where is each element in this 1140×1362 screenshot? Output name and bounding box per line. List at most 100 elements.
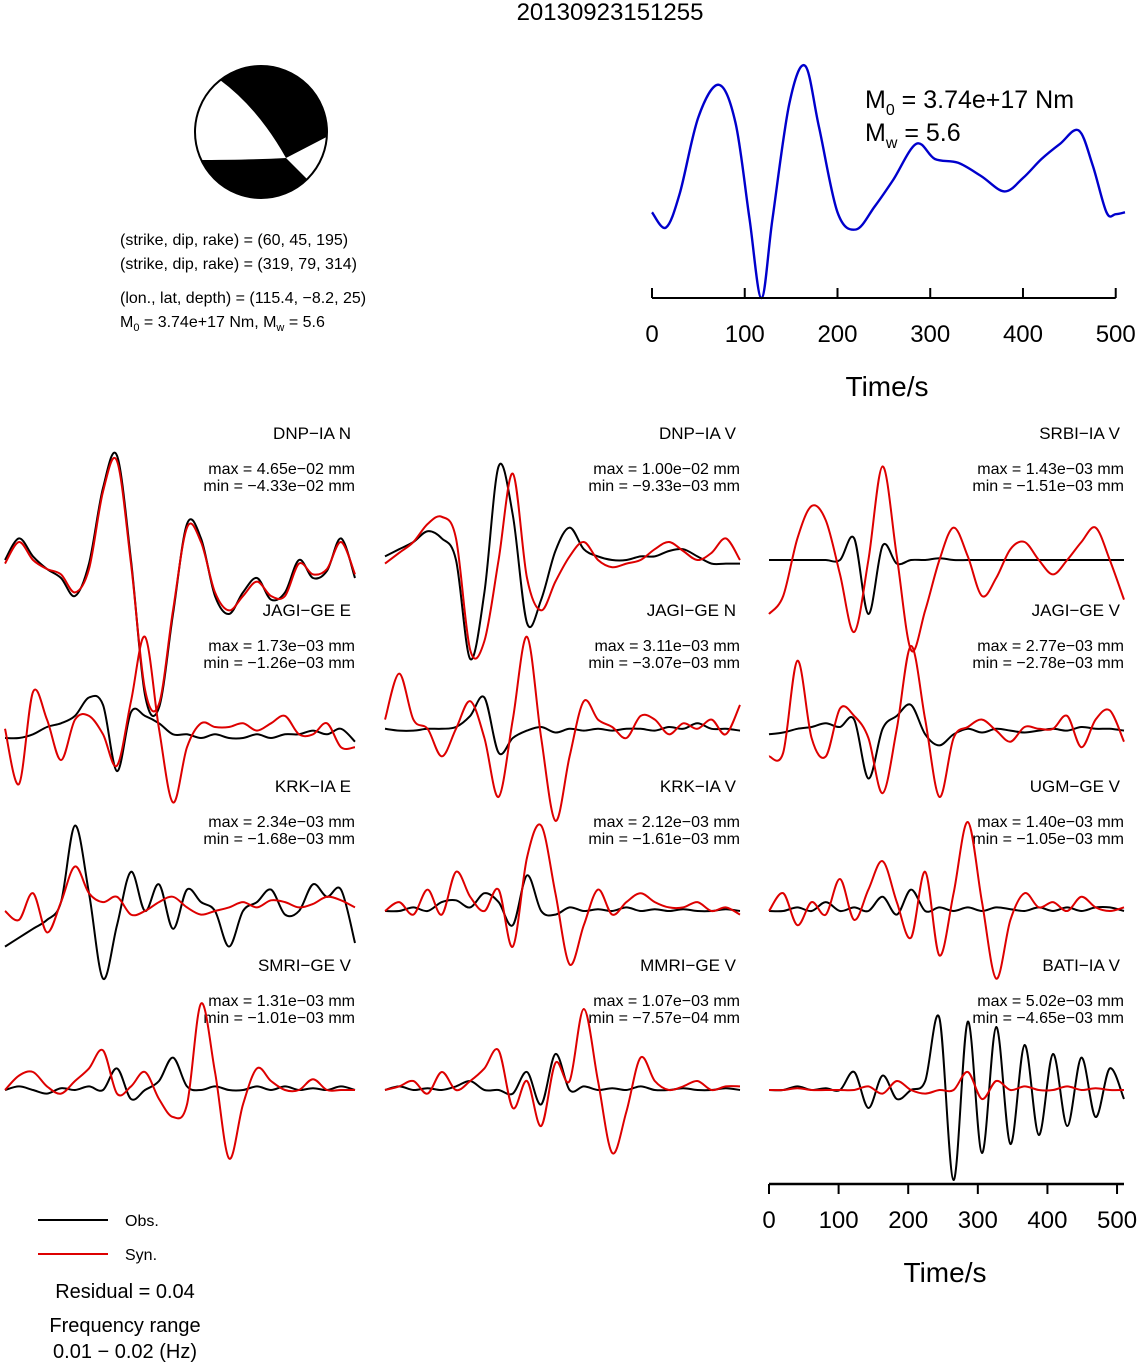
stf-x-axis-label: Time/s [846, 371, 929, 402]
min-amplitude: min = −1.05e−03 mm [972, 831, 1124, 848]
stf-tick-label: 500 [1096, 321, 1136, 348]
min-amplitude: min = −1.26e−03 mm [203, 655, 355, 672]
waveform-tick-label: 400 [1027, 1207, 1067, 1234]
synthetic-trace [384, 1007, 741, 1155]
synthetic-trace [4, 865, 356, 934]
synthetic-trace [384, 635, 741, 822]
max-amplitude: max = 1.31e−03 mm [208, 993, 355, 1010]
synthetic-trace [384, 472, 741, 660]
station-label: KRK−IA V [660, 777, 737, 796]
min-amplitude: min = −1.61e−03 mm [588, 831, 740, 848]
observed-trace [384, 874, 741, 927]
max-amplitude: max = 1.73e−03 mm [208, 638, 355, 655]
station-label: KRK−IA E [275, 777, 351, 796]
fault-plane-1: (strike, dip, rake) = (60, 45, 195) [120, 232, 348, 249]
fault-plane-2: (strike, dip, rake) = (319, 79, 314) [120, 256, 357, 273]
station-label: JAGI−GE N [647, 601, 736, 620]
station-label: DNP−IA N [273, 424, 351, 443]
max-amplitude: max = 2.12e−03 mm [593, 814, 740, 831]
stf-tick-label: 100 [725, 321, 765, 348]
min-amplitude: min = −1.68e−03 mm [203, 831, 355, 848]
min-amplitude: min = −3.07e−03 mm [588, 655, 740, 672]
legend: Obs. Syn. Residual = 0.04 Frequency rang… [38, 1213, 201, 1362]
min-amplitude: min = −4.33e−02 mm [203, 478, 355, 495]
observed-trace [768, 888, 1125, 916]
frequency-range-label: Frequency range [49, 1315, 200, 1337]
observed-trace [384, 1052, 741, 1106]
min-amplitude: min = −1.51e−03 mm [972, 478, 1124, 495]
max-amplitude: max = 2.77e−03 mm [977, 638, 1124, 655]
station-label: MMRI−GE V [640, 956, 737, 975]
min-amplitude: min = −7.57e−04 mm [588, 1010, 740, 1027]
stf-m0-label: M0 = 3.74e+17 Nm [865, 86, 1074, 119]
observed-trace [384, 462, 740, 661]
max-amplitude: max = 1.43e−03 mm [977, 461, 1124, 478]
legend-obs-label: Obs. [125, 1213, 159, 1230]
waveform-tick-label: 500 [1097, 1207, 1137, 1234]
waveform-tick-label: 200 [888, 1207, 928, 1234]
legend-syn-label: Syn. [125, 1247, 157, 1264]
station-label: SRBI−IA V [1039, 424, 1120, 443]
waveform-x-axis: 0 100 200 300 400 500 [762, 1182, 1137, 1234]
waveform-tick-label: 300 [958, 1207, 998, 1234]
observed-trace [769, 535, 1124, 616]
station-label: JAGI−GE E [263, 601, 351, 620]
min-amplitude: min = −4.65e−03 mm [972, 1010, 1124, 1027]
residual-label: Residual = 0.04 [55, 1281, 195, 1303]
synthetic-trace [768, 820, 1125, 980]
synthetic-trace [768, 465, 1125, 653]
max-amplitude: max = 1.40e−03 mm [977, 814, 1124, 831]
stf-curve [651, 64, 1126, 300]
min-amplitude: min = −1.01e−03 mm [203, 1010, 355, 1027]
beachball [194, 65, 328, 199]
station-label: UGM−GE V [1030, 777, 1121, 796]
stf-tick-label: 400 [1003, 321, 1043, 348]
stf-mw-label: Mw = 5.6 [865, 119, 961, 152]
synthetic-trace [4, 635, 356, 804]
max-amplitude: max = 4.65e−02 mm [208, 461, 355, 478]
observed-trace [768, 1014, 1125, 1182]
stf-tick-label: 300 [910, 321, 950, 348]
frequency-range-value: 0.01 − 0.02 (Hz) [53, 1341, 197, 1362]
stf-tick-label: 200 [817, 321, 857, 348]
beachball-quadrant-lower [195, 158, 310, 198]
min-amplitude: min = −9.33e−03 mm [588, 478, 740, 495]
stf-tick-label: 0 [645, 321, 658, 348]
observed-trace [4, 694, 356, 773]
waveform-tick-label: 100 [819, 1207, 859, 1234]
stf-x-axis: 0 100 200 300 400 500 [645, 288, 1136, 348]
observed-trace [384, 695, 741, 756]
fault-info: (strike, dip, rake) = (60, 45, 195) (str… [120, 232, 366, 334]
figure-title: 20130923151255 [517, 0, 704, 26]
station-label: DNP−IA V [659, 424, 737, 443]
max-amplitude: max = 5.02e−03 mm [977, 993, 1124, 1010]
source-time-function-plot: M0 = 3.74e+17 Nm Mw = 5.6 0 100 200 300 400 5… [645, 64, 1136, 402]
observed-trace [768, 703, 1125, 780]
synthetic-trace [4, 457, 356, 713]
beachball-outline [194, 65, 328, 199]
waveform-x-axis-label: Time/s [904, 1257, 987, 1288]
max-amplitude: max = 2.34e−03 mm [208, 814, 355, 831]
max-amplitude: max = 1.07e−03 mm [593, 993, 740, 1010]
waveform-tick-label: 0 [762, 1207, 775, 1234]
synthetic-trace [384, 823, 741, 966]
station-label: BATI−IA V [1042, 956, 1120, 975]
moment-info: M0 = 3.74e+17 Nm, Mw = 5.6 [120, 314, 325, 334]
location-depth: (lon., lat, depth) = (115.4, −8.2, 25) [120, 290, 366, 307]
min-amplitude: min = −2.78e−03 mm [972, 655, 1124, 672]
observed-trace [4, 824, 356, 980]
